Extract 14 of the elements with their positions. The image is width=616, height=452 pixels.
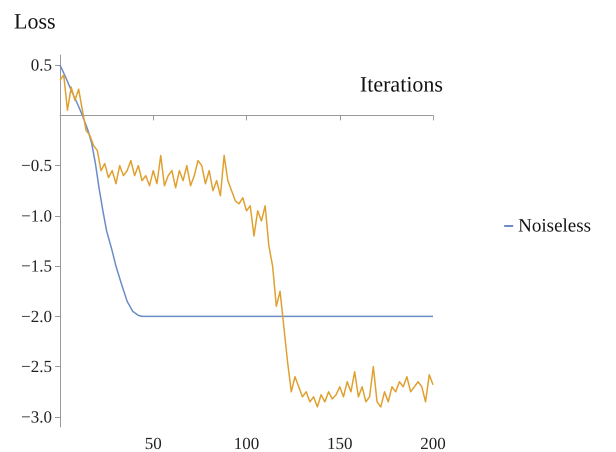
- x-axis-title: Iterations: [360, 72, 443, 96]
- x-tick-label: 150: [327, 434, 352, 452]
- y-tick-label: −2.0: [21, 306, 52, 326]
- y-tick-label: −1.5: [21, 256, 52, 276]
- legend-label: Noiseless: [518, 216, 591, 236]
- y-tick-label: −0.5: [21, 156, 52, 176]
- x-tick-label: 200: [420, 434, 446, 452]
- y-tick-label: −2.5: [21, 357, 52, 376]
- x-tick-label: 100: [234, 434, 260, 452]
- y-tick-label: −3.0: [21, 407, 52, 426]
- y-axis-title: Loss: [14, 8, 56, 34]
- x-tick-label: 50: [144, 434, 162, 452]
- y-tick-label: 0.5: [30, 56, 52, 75]
- y-tick-label: −1.0: [21, 206, 52, 226]
